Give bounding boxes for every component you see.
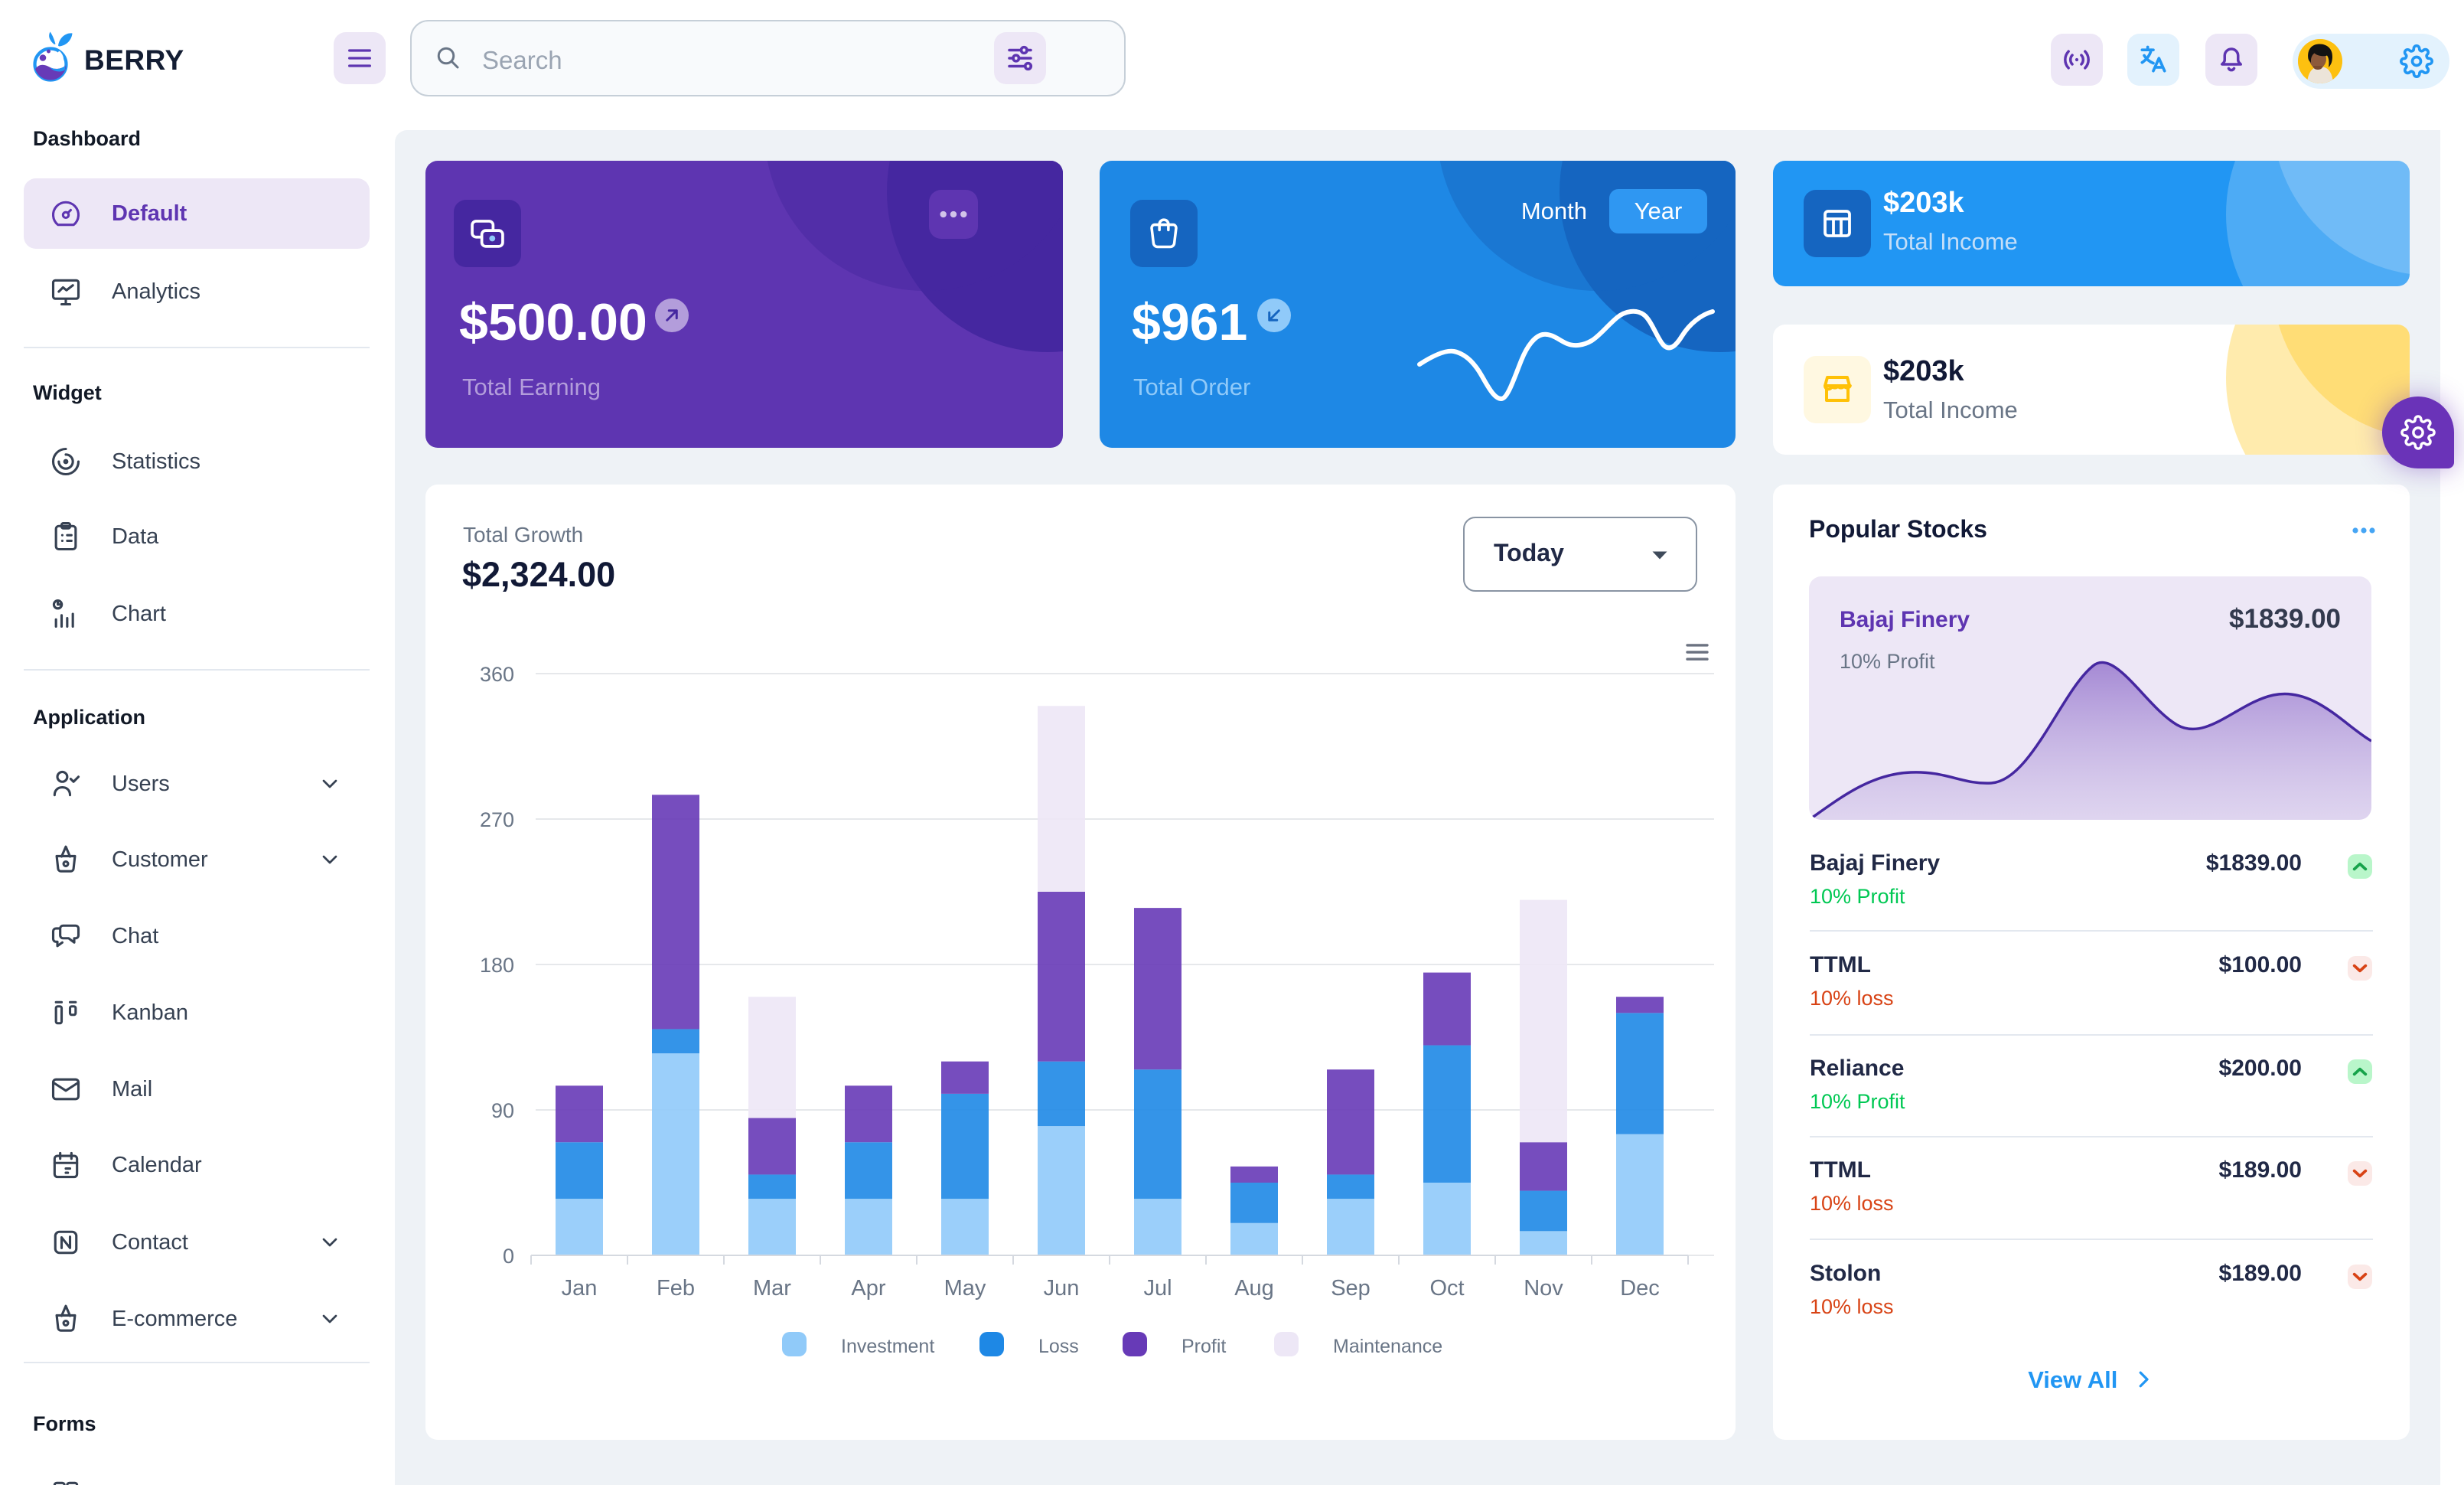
svg-text:Investment: Investment xyxy=(841,1336,934,1357)
svg-text:Apr: Apr xyxy=(851,1276,885,1301)
svg-text:0: 0 xyxy=(503,1245,514,1268)
svg-text:Maintenance: Maintenance xyxy=(1333,1336,1442,1357)
svg-text:Aug: Aug xyxy=(1234,1276,1274,1301)
svg-text:Jun: Jun xyxy=(1044,1276,1080,1301)
svg-text:Mar: Mar xyxy=(753,1276,791,1301)
svg-text:Jan: Jan xyxy=(562,1276,598,1301)
svg-text:Feb: Feb xyxy=(657,1276,695,1301)
svg-text:180: 180 xyxy=(480,954,514,977)
svg-text:90: 90 xyxy=(491,1099,514,1122)
svg-text:Jul: Jul xyxy=(1143,1276,1172,1301)
svg-text:May: May xyxy=(944,1276,986,1301)
svg-text:Oct: Oct xyxy=(1429,1276,1464,1301)
svg-text:360: 360 xyxy=(480,663,514,686)
svg-text:Sep: Sep xyxy=(1331,1276,1371,1301)
svg-text:270: 270 xyxy=(480,808,514,831)
svg-text:Dec: Dec xyxy=(1620,1276,1660,1301)
svg-text:Loss: Loss xyxy=(1038,1336,1079,1357)
svg-text:Nov: Nov xyxy=(1524,1276,1563,1301)
svg-text:Profit: Profit xyxy=(1181,1336,1226,1357)
